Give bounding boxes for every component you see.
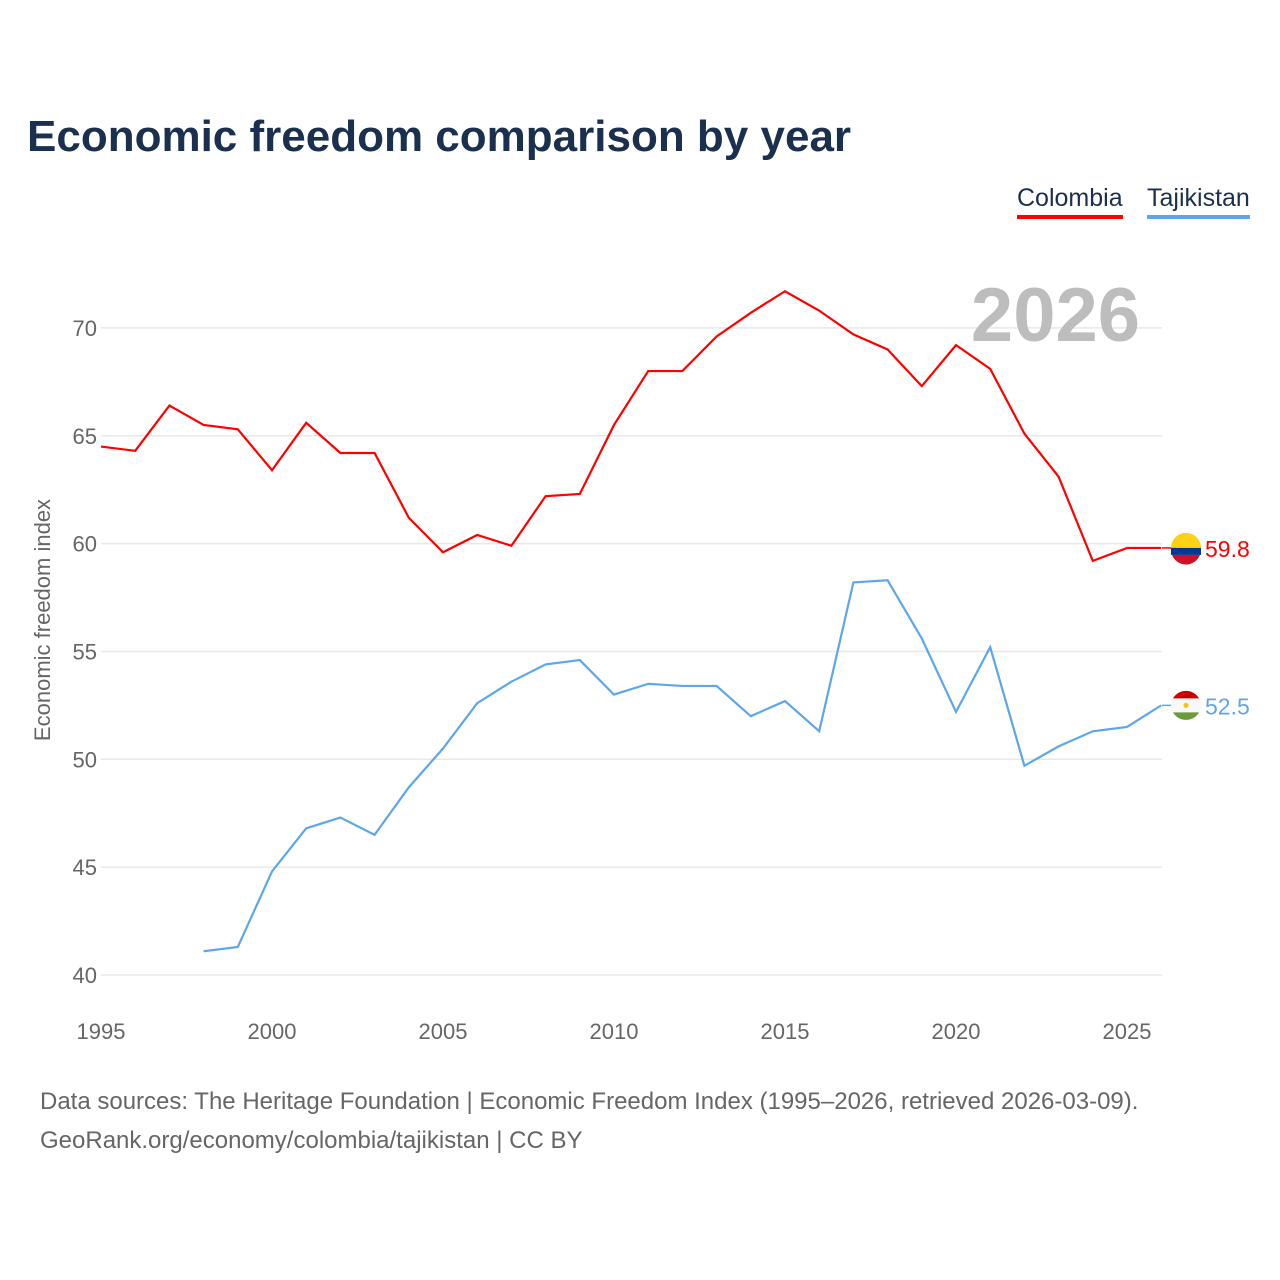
flag-stripe <box>1171 547 1201 555</box>
y-tick-label: 50 <box>73 747 97 772</box>
legend-item-colombia[interactable]: Colombia <box>1017 184 1123 219</box>
y-tick-label: 65 <box>73 424 97 449</box>
y-axis-label: Economic freedom index <box>30 499 55 741</box>
legend-item-tajikistan[interactable]: Tajikistan <box>1147 184 1250 219</box>
chart-title: Economic freedom comparison by year <box>27 112 852 161</box>
data-source: Data sources: The Heritage Foundation | … <box>40 1088 1139 1115</box>
flag-stripe <box>1172 554 1200 565</box>
x-tick-label: 2020 <box>932 1019 981 1044</box>
series-line-colombia <box>100 289 1162 563</box>
flag-stripe <box>1173 712 1199 720</box>
x-tick-label: 2010 <box>590 1019 639 1044</box>
y-tick-label: 70 <box>73 316 97 341</box>
x-tick-label: 2005 <box>419 1019 468 1044</box>
flag-stripe <box>1173 690 1199 699</box>
y-tick-label: 60 <box>73 532 97 557</box>
credit-link[interactable]: GeoRank.org/economy/colombia/tajikistan … <box>40 1127 583 1154</box>
end-value-label: 52.5 <box>1205 693 1250 719</box>
y-tick-label: 40 <box>73 963 97 988</box>
x-tick-label: 2015 <box>761 1019 810 1044</box>
flag-colombia-icon <box>1171 532 1201 548</box>
y-tick-label: 45 <box>73 855 97 880</box>
x-tick-label: 2025 <box>1103 1019 1152 1044</box>
year-label: 2026 <box>971 273 1140 358</box>
x-tick-label: 2000 <box>248 1019 297 1044</box>
end-value-label: 59.8 <box>1205 536 1250 562</box>
x-tick-label: 1995 <box>77 1019 126 1044</box>
flag-crown <box>1183 702 1189 708</box>
y-tick-label: 55 <box>73 639 97 664</box>
series-line-tajikistan <box>203 579 1162 953</box>
